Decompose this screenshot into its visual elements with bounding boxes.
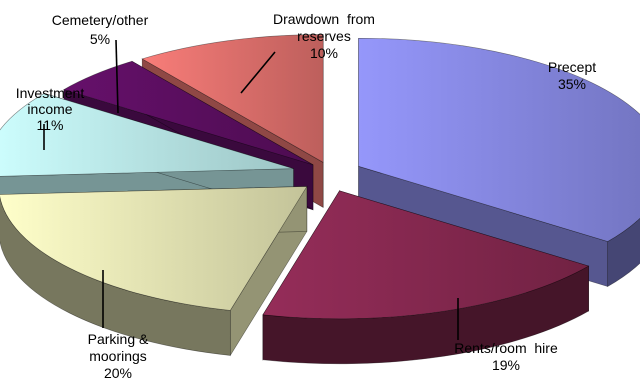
slice-label-cemetery-other: Cemetery/other 5% — [52, 12, 149, 47]
pie-slice-parking-moorings — [0, 185, 308, 357]
slice-label-investment-income: Investment income 11% — [16, 85, 85, 133]
slice-label-parking-moorings: Parking & moorings 20% — [88, 331, 149, 381]
leader-line-cemetery-other — [115, 39, 119, 114]
slice-label-rents-room-hire: Rents/room hire 19% — [454, 340, 558, 373]
slice-label-precept: Precept 35% — [548, 59, 596, 92]
pie-slice-rents-room-hire — [262, 189, 590, 365]
slice-label-drawdown-reserves: Drawdown from reserves 10% — [273, 11, 375, 61]
leader-line-drawdown-reserves — [240, 51, 276, 94]
